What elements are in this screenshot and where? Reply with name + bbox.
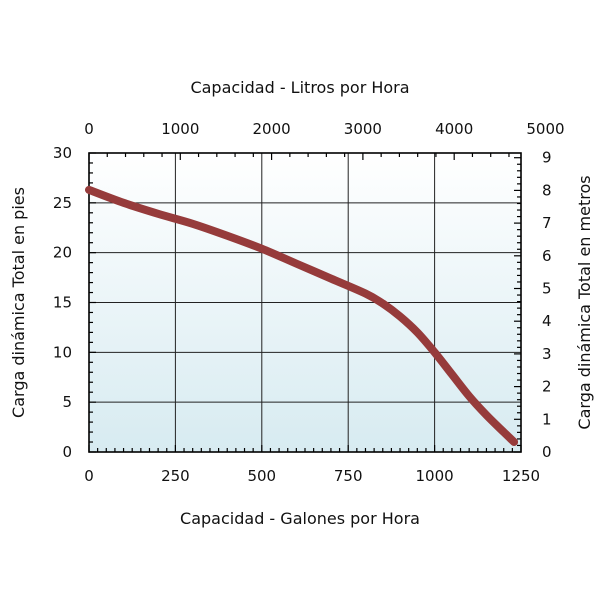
left-axis-title: Carga dinámica Total en pies (9, 187, 28, 418)
right-tick-label: 5 (542, 280, 552, 298)
performance-curve (85, 185, 519, 447)
left-tick-label: 20 (53, 244, 72, 262)
bottom-tick-label: 500 (247, 467, 276, 485)
right-tick-label: 9 (542, 149, 552, 167)
plot-frame (88, 152, 522, 453)
top-tick-label: 3000 (344, 120, 382, 138)
right-tick-label: 0 (542, 443, 552, 461)
right-tick-label: 4 (542, 312, 552, 330)
right-tick-label: 6 (542, 247, 552, 265)
top-tick-label: 2000 (253, 120, 291, 138)
top-tick-label: 5000 (526, 120, 564, 138)
top-tick-label: 0 (84, 120, 94, 138)
bottom-axis-title: Capacidad - Galones por Hora (180, 509, 420, 528)
bottom-tick-label: 750 (334, 467, 363, 485)
right-axis-title: Carga dinámica Total en metros (575, 175, 594, 429)
bottom-tick-label: 250 (161, 467, 190, 485)
top-axis-title: Capacidad - Litros por Hora (190, 78, 409, 97)
left-tick-label: 0 (62, 443, 72, 461)
left-tick-label: 25 (53, 194, 72, 212)
top-tick-label: 1000 (161, 120, 199, 138)
left-tick-label: 5 (62, 393, 72, 411)
right-tick-label: 1 (542, 410, 552, 428)
right-tick-label: 2 (542, 378, 552, 396)
right-tick-label: 7 (542, 214, 552, 232)
left-tick-label: 15 (53, 294, 72, 312)
bottom-tick-label: 1250 (502, 467, 540, 485)
right-tick-label: 8 (542, 181, 552, 199)
grid-lines (89, 153, 521, 452)
right-tick-label: 3 (542, 345, 552, 363)
bottom-tick-label: 0 (84, 467, 94, 485)
bottom-tick-label: 1000 (416, 467, 454, 485)
left-tick-label: 10 (53, 343, 72, 361)
top-tick-label: 4000 (435, 120, 473, 138)
left-tick-label: 30 (53, 144, 72, 162)
